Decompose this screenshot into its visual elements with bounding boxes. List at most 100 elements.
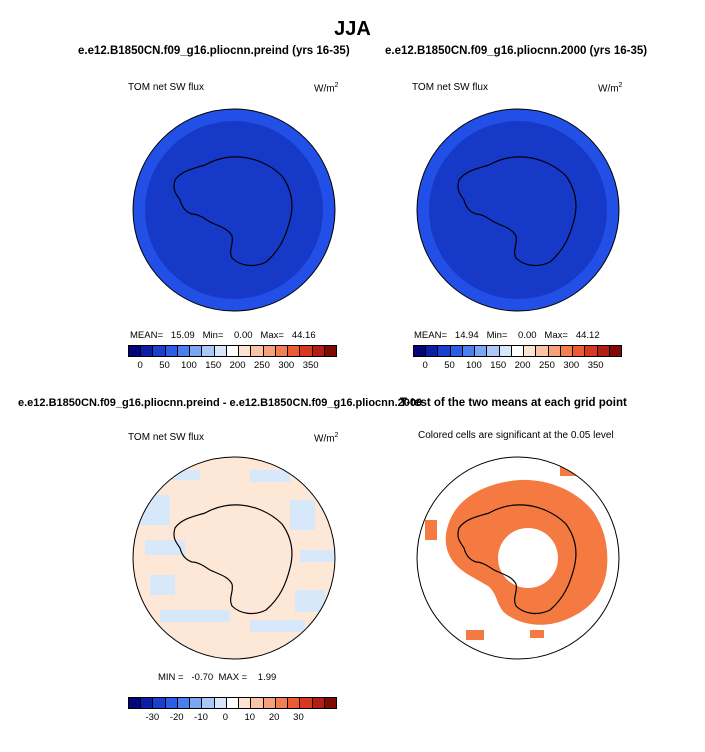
panel2-stats: MEAN= 14.94 Min= 0.00 Max= 44.12 — [414, 330, 600, 341]
colorbar-swatch — [141, 346, 154, 356]
colorbar-swatch — [165, 346, 178, 356]
colorbar-swatch — [239, 698, 252, 708]
figure-title: JJA — [334, 18, 371, 40]
colorbar-swatch — [560, 346, 574, 356]
colorbar-tick-label: 50 — [444, 360, 455, 371]
colorbar-tick-label: 150 — [205, 360, 222, 371]
panel3-variable-label: TOM net SW flux — [128, 432, 204, 443]
colorbar-swatch — [573, 346, 586, 356]
colorbar-swatch — [597, 346, 610, 356]
panel2-units: W/m2 — [598, 82, 623, 95]
panel3-units: W/m2 — [314, 432, 339, 445]
colorbar-swatch — [275, 698, 289, 708]
panel2-colorbar-ticks: 0 50 100 150 200 250 300 350 — [413, 360, 620, 372]
colorbar-swatch — [450, 346, 463, 356]
panel1-colorbar-ticks: 0 50 100 150 200 250 300 350 — [128, 360, 335, 372]
colorbar-swatch — [190, 346, 203, 356]
panel1-variable-label: TOM net SW flux — [128, 82, 204, 93]
colorbar-swatch — [153, 698, 166, 708]
colorbar-swatch — [153, 346, 166, 356]
colorbar-tick-label: 20 — [268, 712, 280, 723]
panel3-colorbar-ticks: -30 -20 -10 0 10 20 30 — [128, 712, 335, 724]
colorbar-swatch — [609, 346, 621, 356]
colorbar-swatch — [251, 346, 264, 356]
colorbar-swatch — [263, 698, 276, 708]
colorbar-tick-label: 150 — [490, 360, 507, 371]
colorbar-swatch — [438, 346, 451, 356]
colorbar-swatch — [499, 346, 512, 356]
colorbar-swatch — [202, 346, 215, 356]
colorbar-tick-label: 350 — [302, 360, 319, 371]
colorbar-swatch — [129, 346, 142, 356]
colorbar-tick-label: 250 — [539, 360, 555, 371]
panel3-field — [133, 457, 335, 659]
panel2-case-title: e.e12.B1850CN.f09_g16.pliocnn.2000 (yrs … — [385, 45, 648, 57]
colorbar-tick-label: 30 — [293, 712, 304, 723]
panel3-stats: MIN = -0.70 MAX = 1.99 — [158, 672, 277, 683]
colorbar-swatch — [239, 346, 252, 356]
panel3-colorbar — [128, 697, 337, 709]
colorbar-swatch — [487, 346, 500, 356]
colorbar-tick-label: -20 — [169, 712, 184, 723]
colorbar-tick-label: 50 — [159, 360, 170, 371]
colorbar-swatch — [324, 698, 336, 708]
colorbar-swatch — [312, 698, 325, 708]
colorbar-tick-label: 0 — [137, 360, 143, 371]
panel1-colorbar — [128, 345, 337, 357]
colorbar-swatch — [312, 346, 325, 356]
colorbar-swatch — [165, 698, 178, 708]
colorbar-swatch — [414, 346, 427, 356]
colorbar-swatch — [177, 698, 191, 708]
panel2-inner-field — [429, 121, 607, 299]
colorbar-tick-label: 100 — [465, 360, 482, 371]
colorbar-swatch — [324, 346, 336, 356]
colorbar-tick-label: 250 — [254, 360, 270, 371]
panel2-colorbar — [413, 345, 622, 357]
colorbar-swatch — [226, 346, 240, 356]
panel3-case-title: e.e12.B1850CN.f09_g16.pliocnn.preind - e… — [18, 397, 423, 409]
panel1-antarctica-outline — [173, 156, 293, 267]
colorbar-tick-label: 100 — [180, 360, 197, 371]
colorbar-swatch — [475, 346, 488, 356]
panel1-stats: MEAN= 15.09 Min= 0.00 Max= 44.16 — [130, 330, 316, 341]
colorbar-swatch — [288, 346, 301, 356]
panel2-variable-label: TOM net SW flux — [412, 82, 488, 93]
colorbar-tick-label: 200 — [514, 360, 531, 371]
colorbar-swatch — [288, 698, 301, 708]
colorbar-swatch — [462, 346, 476, 356]
colorbar-tick-label: 0 — [222, 712, 229, 723]
colorbar-swatch — [177, 346, 191, 356]
colorbar-tick-label: -30 — [145, 712, 160, 723]
colorbar-swatch — [426, 346, 439, 356]
colorbar-swatch — [511, 346, 525, 356]
colorbar-swatch — [214, 698, 227, 708]
panel2-antarctica-outline — [457, 156, 577, 267]
colorbar-swatch — [536, 346, 549, 356]
colorbar-swatch — [214, 346, 227, 356]
panel4-antarctica-outline — [457, 504, 577, 615]
colorbar-tick-label: 10 — [244, 712, 256, 723]
panel4-subtitle: Colored cells are significant at the 0.0… — [418, 430, 614, 441]
colorbar-tick-label: 350 — [587, 360, 604, 371]
colorbar-swatch — [129, 698, 142, 708]
colorbar-swatch — [141, 698, 154, 708]
colorbar-swatch — [275, 346, 289, 356]
panel1-inner-field — [145, 121, 323, 299]
colorbar-tick-label: 300 — [563, 360, 580, 371]
colorbar-tick-label: 300 — [278, 360, 295, 371]
colorbar-tick-label: 0 — [422, 360, 428, 371]
colorbar-tick-label: -10 — [194, 712, 208, 723]
colorbar-swatch — [585, 346, 598, 356]
colorbar-swatch — [202, 698, 215, 708]
colorbar-swatch — [251, 698, 264, 708]
colorbar-swatch — [524, 346, 537, 356]
colorbar-swatch — [300, 698, 313, 708]
panel1-units: W/m2 — [314, 82, 339, 95]
colorbar-swatch — [300, 346, 313, 356]
colorbar-swatch — [190, 698, 203, 708]
panel4-title: T-test of the two means at each grid poi… — [400, 397, 627, 409]
